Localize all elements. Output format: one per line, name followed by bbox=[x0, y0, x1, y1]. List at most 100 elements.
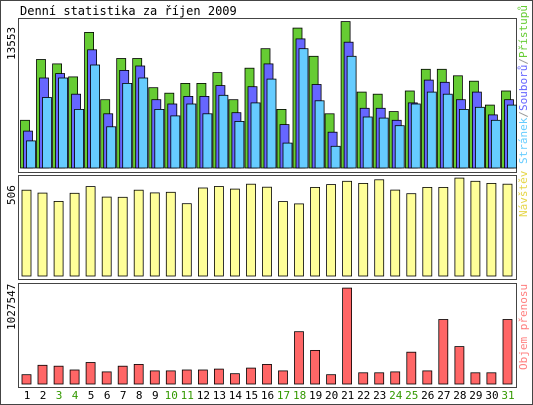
traffic-bar bbox=[181, 369, 192, 385]
pages-bar bbox=[378, 117, 389, 169]
traffic-bar bbox=[53, 365, 64, 385]
visits-ymax-label: 506 bbox=[5, 185, 18, 205]
day-labels: 1 2 3 4 5 6 7 8 9 10 11 12 13 14 15 16 17 18 19 20 21 22 23 24 2… bbox=[24, 389, 515, 402]
traffic-bar bbox=[246, 367, 256, 385]
pages-bar bbox=[410, 103, 421, 169]
pages-bar bbox=[218, 94, 229, 169]
day-label: 26 bbox=[421, 389, 434, 402]
legend-files: Souborů bbox=[517, 65, 530, 111]
day-label: 28 bbox=[453, 389, 466, 402]
pages-bar bbox=[106, 126, 117, 169]
traffic-bar bbox=[262, 363, 272, 385]
day-label: 25 bbox=[405, 389, 418, 402]
day-label: 15 bbox=[245, 389, 258, 402]
traffic-bar bbox=[326, 374, 337, 385]
traffic-bar bbox=[101, 371, 112, 385]
legend-pages: Stránek bbox=[517, 117, 530, 164]
hits-bars bbox=[20, 21, 517, 169]
day-label: 1 bbox=[24, 389, 31, 402]
pages-bar bbox=[426, 91, 437, 169]
visits-bars bbox=[21, 177, 513, 277]
visits-bar bbox=[310, 186, 321, 277]
visits-bar bbox=[21, 189, 32, 277]
visits-bar bbox=[69, 192, 80, 277]
pages-bar bbox=[330, 145, 341, 169]
day-label: 2 bbox=[40, 389, 47, 402]
hits-legend: Stránek/Souborů/Přístupů bbox=[517, 5, 530, 164]
traffic-bar bbox=[310, 349, 321, 385]
day-label: 9 bbox=[152, 389, 159, 402]
visits-bar bbox=[438, 186, 449, 277]
traffic-bar bbox=[213, 368, 224, 385]
traffic-bar bbox=[406, 351, 417, 385]
traffic-bar bbox=[390, 371, 401, 385]
day-label: 8 bbox=[136, 389, 143, 402]
pages-bar bbox=[74, 109, 84, 169]
hits-ymax-label: 13553 bbox=[5, 27, 18, 60]
visits-bar bbox=[502, 183, 513, 277]
day-label: 16 bbox=[261, 389, 274, 402]
traffic-bar bbox=[422, 370, 433, 385]
pages-bar bbox=[490, 119, 501, 169]
day-label: 21 bbox=[341, 389, 354, 402]
traffic-bar bbox=[149, 370, 160, 385]
visits-bar bbox=[149, 192, 160, 277]
visits-bar bbox=[422, 186, 433, 277]
traffic-bar bbox=[21, 374, 32, 385]
visits-bar bbox=[229, 188, 240, 277]
visits-bar bbox=[326, 184, 337, 277]
pages-bar bbox=[90, 64, 100, 169]
visits-bar bbox=[117, 196, 128, 277]
visits-bar bbox=[133, 189, 144, 277]
traffic-bar bbox=[502, 319, 513, 385]
traffic-bar bbox=[342, 287, 353, 385]
day-label: 18 bbox=[293, 389, 306, 402]
pages-bar bbox=[362, 116, 373, 169]
day-label: 10 bbox=[165, 389, 178, 402]
day-label: 3 bbox=[56, 389, 63, 402]
pages-bar bbox=[346, 55, 357, 169]
pages-bar bbox=[458, 109, 469, 169]
day-label: 23 bbox=[373, 389, 386, 402]
day-label: 27 bbox=[437, 389, 450, 402]
day-label: 12 bbox=[197, 389, 210, 402]
pages-bar bbox=[170, 115, 181, 169]
visits-bar bbox=[406, 193, 417, 277]
day-label: 29 bbox=[469, 389, 482, 402]
visits-bar bbox=[53, 200, 64, 277]
day-label: 17 bbox=[277, 389, 290, 402]
pages-bar bbox=[234, 121, 245, 169]
visits-legend: Návštěv bbox=[517, 170, 530, 217]
day-label: 20 bbox=[325, 389, 338, 402]
chart-title: Denní statistika za říjen 2009 bbox=[20, 4, 237, 18]
traffic-bar bbox=[438, 319, 449, 385]
pages-bar bbox=[507, 104, 517, 169]
visits-bar bbox=[374, 179, 385, 277]
pages-bar bbox=[282, 142, 293, 169]
pages-bar bbox=[394, 125, 405, 169]
pages-bar bbox=[266, 78, 277, 169]
visits-bar bbox=[85, 186, 96, 277]
pages-bar bbox=[122, 83, 133, 169]
pages-bar bbox=[138, 77, 149, 169]
traffic-legend: Objem přenosu bbox=[517, 284, 530, 370]
day-label: 11 bbox=[181, 389, 194, 402]
day-label: 7 bbox=[120, 389, 127, 402]
visits-bar bbox=[390, 189, 401, 277]
pages-bar bbox=[186, 103, 197, 169]
day-label: 19 bbox=[309, 389, 322, 402]
day-label: 6 bbox=[104, 389, 111, 402]
traffic-bar bbox=[470, 372, 481, 385]
day-label: 5 bbox=[88, 389, 95, 402]
traffic-bar bbox=[133, 363, 144, 385]
visits-bar bbox=[470, 180, 481, 277]
day-label: 22 bbox=[357, 389, 370, 402]
traffic-bar bbox=[358, 372, 369, 385]
day-label: 13 bbox=[213, 389, 226, 402]
legend-hits: Přístupů bbox=[517, 5, 530, 58]
pages-bar bbox=[298, 48, 309, 169]
day-label: 14 bbox=[229, 389, 243, 402]
traffic-bar bbox=[117, 365, 128, 385]
pages-bar bbox=[250, 102, 261, 169]
